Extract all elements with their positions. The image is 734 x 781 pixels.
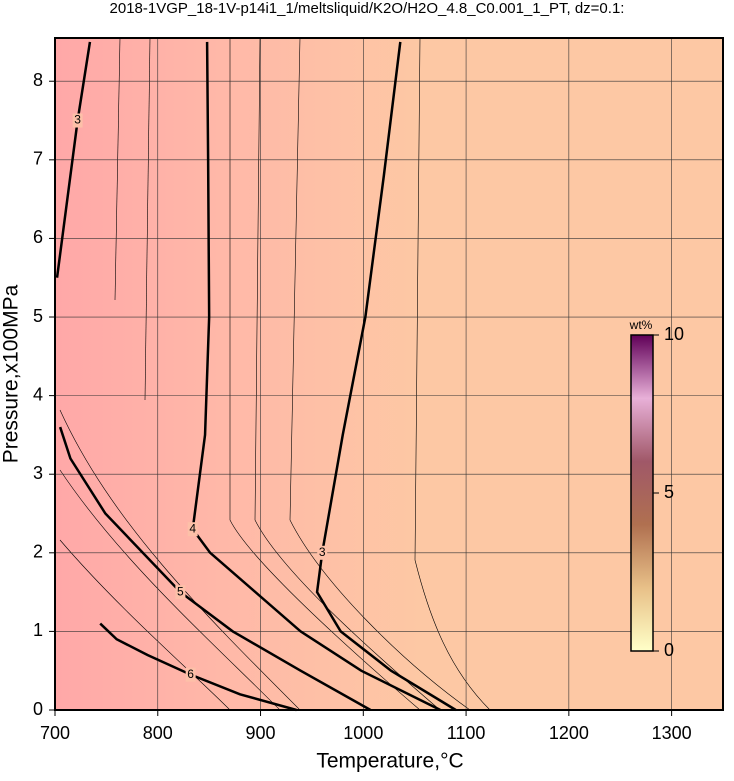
x-tick-label: 700 (40, 723, 70, 743)
x-tick-label: 800 (143, 723, 173, 743)
contour-label-bg (185, 667, 196, 682)
contour-label: 3 (74, 113, 81, 127)
y-axis-label: Pressure,x100MPa (0, 284, 23, 463)
contour-line (99, 622, 297, 712)
contour-label: 3 (319, 545, 326, 559)
contour-label-bg (72, 113, 83, 128)
chart-title: 2018-1VGP_18-1V-p14i1_1/meltsliquid/K2O/… (110, 0, 625, 17)
contour-label: 5 (177, 584, 184, 598)
y-tick-label: 2 (33, 542, 43, 562)
x-axis-label: Temperature,°C (316, 750, 463, 773)
y-tick-label: 6 (33, 227, 43, 247)
x-tick-label: 1000 (343, 723, 383, 743)
y-tick-label: 8 (33, 70, 43, 90)
contour-label-bg (187, 522, 198, 537)
y-tick-label: 3 (33, 463, 43, 483)
x-tick-label: 1200 (549, 723, 589, 743)
x-tick-label: 1300 (652, 723, 692, 743)
minor-contours (59, 37, 491, 711)
contour-label-bg (317, 545, 328, 560)
x-tick-label: 1100 (447, 723, 486, 743)
colorbar-tick-label: 10 (664, 324, 684, 344)
y-tick-label: 7 (33, 149, 43, 169)
plot-frame (54, 37, 724, 711)
contour-label: 6 (187, 667, 194, 681)
x-tick-label: 900 (246, 723, 276, 743)
y-tick-label: 1 (33, 620, 43, 640)
contour-label: 4 (189, 521, 196, 535)
colorbar-label: wt% (629, 318, 653, 332)
y-tick-label: 0 (33, 699, 43, 719)
y-tick-label: 4 (33, 384, 43, 404)
colorbar-tick-label: 0 (664, 640, 674, 660)
colorbar (630, 334, 654, 652)
contour-label-bg (175, 585, 186, 600)
y-tick-label: 5 (33, 306, 43, 326)
plot-background (55, 38, 723, 710)
colorbar-tick-label: 5 (664, 482, 674, 502)
contour-line (55, 41, 92, 278)
